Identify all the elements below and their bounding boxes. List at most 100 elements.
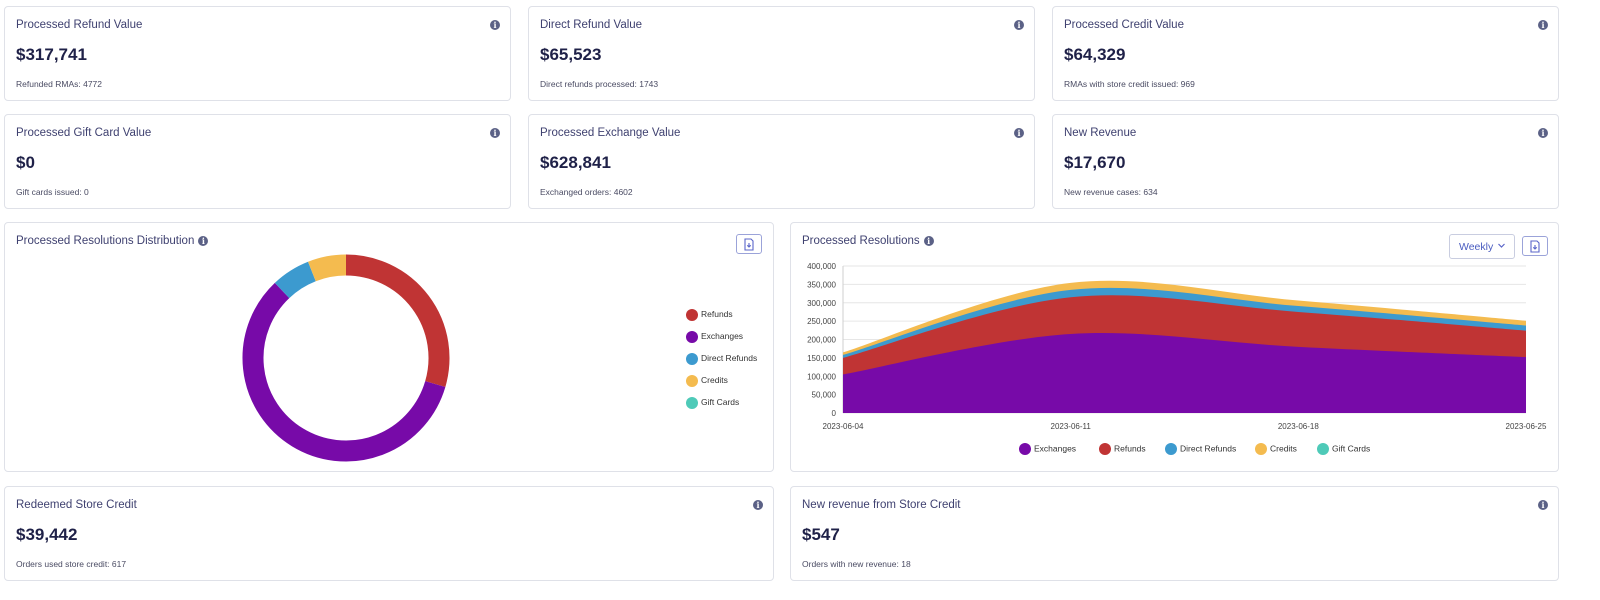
info-icon[interactable]: i: [1538, 20, 1548, 30]
kpi-card-credit-value: Processed Credit Value i $64,329 RMAs wi…: [1052, 6, 1559, 101]
legend-label: Refunds: [1114, 443, 1146, 454]
legend-item-direct-refunds[interactable]: Direct Refunds: [1165, 443, 1236, 455]
legend-label: Exchanges: [701, 331, 744, 341]
card-subtitle: Refunded RMAs: 4772: [16, 79, 102, 89]
card-title: Processed Exchange Value: [540, 127, 681, 139]
new-revenue-store-credit-card: New revenue from Store Credit i $547 Ord…: [790, 486, 1559, 581]
export-button[interactable]: [736, 234, 762, 254]
card-subtitle: New revenue cases: 634: [1064, 187, 1158, 197]
card-subtitle: Direct refunds processed: 1743: [540, 79, 659, 89]
legend-label: Gift Cards: [1332, 443, 1371, 454]
legend-item-exchanges[interactable]: Exchanges: [1019, 443, 1076, 455]
legend-item-refunds[interactable]: Refunds: [1099, 443, 1146, 455]
legend-item-exchanges[interactable]: Exchanges: [686, 329, 743, 343]
legend-item-refunds[interactable]: Refunds: [686, 307, 733, 321]
chart-title-text: Processed Resolutions: [802, 235, 920, 247]
redeemed-store-credit-card: Redeemed Store Credit i $39,442 Orders u…: [4, 486, 774, 581]
card-subtitle: Exchanged orders: 4602: [540, 187, 633, 197]
legend-swatch: [1317, 443, 1329, 455]
donut-slice-direct-refunds[interactable]: [274, 261, 317, 299]
legend-item-direct-refunds[interactable]: Direct Refunds: [686, 351, 757, 365]
legend-label: Refunds: [701, 309, 733, 319]
x-tick-label: 2023-06-18: [1278, 422, 1319, 431]
legend-item-gift-cards[interactable]: Gift Cards: [686, 395, 739, 409]
card-title: Processed Credit Value: [1064, 19, 1184, 31]
kpi-card-exchange-value: Processed Exchange Value i $628,841 Exch…: [528, 114, 1035, 209]
period-select-value: Weekly: [1459, 241, 1494, 253]
y-tick-label: 50,000: [812, 391, 837, 400]
y-tick-label: 150,000: [807, 354, 836, 363]
export-icon: [744, 238, 754, 251]
area-chart: 0 50,000 100,000 150,000 200,000 250,000 300,0…: [807, 262, 1547, 431]
info-icon[interactable]: i: [1538, 128, 1548, 138]
legend-label: Exchanges: [1034, 443, 1077, 454]
card-value: $17,670: [1064, 153, 1126, 172]
y-tick-label: 200,000: [807, 336, 836, 345]
legend-swatch: [686, 396, 698, 409]
chart-title-text: Processed Resolutions Distribution: [16, 235, 195, 247]
legend-label: Direct Refunds: [1180, 443, 1237, 454]
legend-swatch: [686, 330, 698, 343]
x-tick-label: 2023-06-11: [1051, 422, 1092, 431]
card-title: New Revenue: [1064, 127, 1137, 139]
card-value: $64,329: [1064, 45, 1126, 64]
y-tick-label: 0: [832, 409, 837, 418]
legend-swatch: [1255, 443, 1267, 455]
legend-label: Credits: [701, 375, 728, 385]
info-icon[interactable]: i: [923, 235, 934, 246]
info-icon[interactable]: i: [1538, 500, 1548, 510]
x-tick-label: 2023-06-25: [1506, 422, 1547, 431]
donut-chart: [242, 254, 450, 462]
kpi-card-new-revenue: New Revenue i $17,670 New revenue cases:…: [1052, 114, 1559, 209]
chart-title: Processed Resolutions i: [802, 235, 934, 247]
legend-label: Gift Cards: [701, 397, 740, 407]
info-icon[interactable]: i: [1014, 20, 1024, 30]
y-tick-label: 400,000: [807, 262, 836, 271]
info-icon[interactable]: i: [490, 128, 500, 138]
donut-slice-exchanges[interactable]: [242, 282, 446, 462]
kpi-card-refund-value: Processed Refund Value i $317,741 Refund…: [4, 6, 511, 101]
y-tick-label: 250,000: [807, 317, 836, 326]
card-value: $39,442: [16, 525, 78, 544]
area-series-exchanges[interactable]: [843, 333, 1526, 413]
period-select[interactable]: Weekly: [1449, 234, 1515, 259]
chart-title: Processed Resolutions Distribution i: [16, 235, 209, 247]
legend-swatch: [1019, 443, 1031, 455]
card-subtitle: RMAs with store credit issued: 969: [1064, 79, 1195, 89]
card-value: $65,523: [540, 45, 602, 64]
card-subtitle: Orders with new revenue: 18: [802, 559, 911, 569]
card-title: Processed Gift Card Value: [16, 127, 152, 139]
card-value: $547: [802, 525, 840, 544]
info-icon[interactable]: i: [753, 500, 763, 510]
legend-label: Credits: [1270, 443, 1297, 454]
export-button[interactable]: [1522, 236, 1548, 256]
donut-slice-credits[interactable]: [308, 254, 347, 282]
card-title: Redeemed Store Credit: [16, 499, 137, 511]
donut-slice-refunds[interactable]: [345, 254, 450, 387]
card-subtitle: Gift cards issued: 0: [16, 187, 89, 197]
info-icon[interactable]: i: [198, 235, 209, 246]
legend-item-credits[interactable]: Credits: [1255, 443, 1297, 455]
card-title: Processed Refund Value: [16, 19, 143, 31]
export-icon: [1530, 240, 1540, 253]
card-title: New revenue from Store Credit: [802, 499, 961, 511]
info-icon[interactable]: i: [490, 20, 500, 30]
legend-swatch: [686, 352, 698, 365]
legend-item-credits[interactable]: Credits: [686, 373, 728, 387]
card-value: $317,741: [16, 45, 87, 64]
kpi-card-direct-refund-value: Direct Refund Value i $65,523 Direct ref…: [528, 6, 1035, 101]
y-tick-label: 100,000: [807, 372, 836, 381]
legend-item-gift-cards[interactable]: Gift Cards: [1317, 443, 1370, 455]
resolutions-distribution-card: Processed Resolutions Distribution i Refu…: [4, 222, 774, 472]
card-value: $0: [16, 153, 35, 172]
legend-swatch: [1165, 443, 1177, 455]
card-value: $628,841: [540, 153, 611, 172]
legend-swatch: [686, 374, 698, 387]
x-tick-label: 2023-06-04: [823, 422, 864, 431]
legend-label: Direct Refunds: [701, 353, 758, 363]
legend-swatch: [686, 308, 698, 321]
kpi-card-gift-card-value: Processed Gift Card Value i $0 Gift card…: [4, 114, 511, 209]
info-icon[interactable]: i: [1014, 128, 1024, 138]
card-subtitle: Orders used store credit: 617: [16, 559, 127, 569]
chevron-down-icon: [1498, 243, 1505, 248]
